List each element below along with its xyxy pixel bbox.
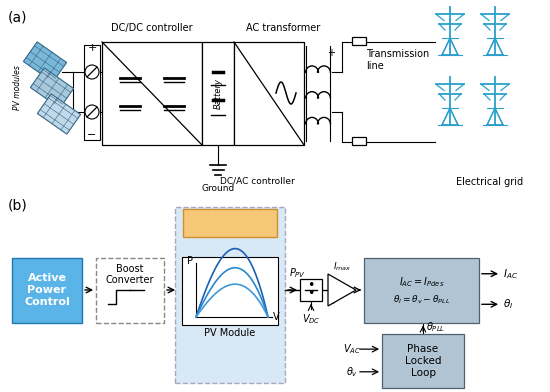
Polygon shape [30, 68, 74, 108]
Bar [364, 258, 479, 323]
Polygon shape [328, 274, 356, 306]
Bar [84, 45, 100, 140]
Text: PV modules: PV modules [14, 65, 23, 111]
Text: AC transformer: AC transformer [246, 23, 320, 33]
Text: Electrical grid: Electrical grid [456, 177, 524, 187]
Text: Active
Power
Control: Active Power Control [24, 273, 70, 307]
Text: Battery: Battery [213, 78, 223, 109]
Text: P: P [187, 256, 193, 266]
Text: •: • [307, 279, 315, 292]
Text: $\theta_{PLL}$: $\theta_{PLL}$ [426, 321, 446, 334]
Circle shape [85, 65, 99, 79]
Bar [12, 258, 82, 323]
Text: $I_{AC} = I_{Pdes}$: $I_{AC} = I_{Pdes}$ [399, 275, 444, 289]
Bar [234, 42, 304, 145]
Text: V: V [273, 312, 279, 322]
Text: Ground: Ground [201, 183, 235, 192]
Circle shape [85, 105, 99, 119]
Text: $\theta_v$: $\theta_v$ [346, 365, 358, 379]
Text: PV Module: PV Module [205, 328, 256, 338]
Text: •: • [307, 287, 315, 301]
Polygon shape [37, 94, 81, 134]
Text: $I_{AC}$: $I_{AC}$ [503, 267, 518, 281]
Bar [96, 258, 164, 323]
Text: 0: 0 [329, 298, 334, 307]
Text: (b): (b) [8, 198, 28, 212]
Bar [300, 279, 322, 301]
Text: Transmission
line: Transmission line [366, 49, 429, 71]
Bar [202, 42, 234, 145]
Text: $V_{AC}$: $V_{AC}$ [343, 342, 361, 356]
Text: +: + [87, 43, 97, 53]
Text: Phase
Locked
Loop: Phase Locked Loop [405, 345, 441, 377]
Text: DC/AC controller: DC/AC controller [220, 176, 295, 185]
Bar [183, 209, 277, 237]
Bar [382, 334, 464, 388]
Text: $P_{PV}$: $P_{PV}$ [289, 266, 306, 280]
Text: $\theta_I$: $\theta_I$ [503, 298, 513, 311]
Bar [102, 42, 202, 145]
Text: $I_{max}$: $I_{max}$ [333, 261, 351, 273]
Text: Boost
Converter: Boost Converter [106, 263, 154, 285]
Bar [352, 37, 366, 45]
Bar [182, 257, 278, 325]
Polygon shape [23, 42, 67, 82]
Bar [175, 207, 285, 383]
Bar [352, 137, 366, 145]
Text: $V_{DC}$: $V_{DC}$ [302, 312, 320, 326]
Text: DC/DC controller: DC/DC controller [111, 23, 193, 33]
Text: Irradiance: Irradiance [202, 218, 258, 228]
Text: $\theta_I = \theta_v - \theta_{PLL}$: $\theta_I = \theta_v - \theta_{PLL}$ [393, 294, 450, 306]
Text: +: + [327, 48, 335, 58]
Text: (a): (a) [8, 10, 28, 24]
Text: −: − [87, 130, 97, 140]
